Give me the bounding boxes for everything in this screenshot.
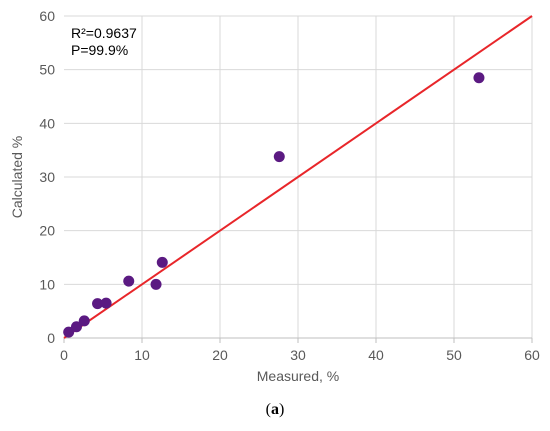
y-tick-label: 60 — [39, 8, 55, 24]
y-tick-label: 20 — [39, 223, 55, 239]
x-tick-label: 0 — [60, 347, 68, 363]
data-point — [123, 275, 135, 287]
x-tick-label: 60 — [524, 347, 540, 363]
data-point — [273, 151, 285, 163]
x-tick-label: 30 — [290, 347, 306, 363]
data-point — [92, 298, 104, 310]
x-tick-label: 10 — [134, 347, 150, 363]
data-points — [63, 72, 485, 338]
y-axis-title: Calculated % — [9, 136, 25, 219]
y-tick-label: 30 — [39, 169, 55, 185]
scatter-chart: 0 10 20 30 40 50 60 0 10 20 30 40 50 60 R²=0.9637 P=… — [9, 8, 540, 384]
data-point — [473, 72, 485, 84]
annotation-r-squared: R²=0.9637 — [71, 25, 137, 41]
data-point — [70, 321, 82, 333]
caption-letter: a — [271, 401, 279, 418]
data-point — [150, 278, 162, 290]
data-point — [100, 297, 112, 309]
x-tick-label: 50 — [446, 347, 462, 363]
y-tick-label: 0 — [47, 330, 55, 346]
x-tick-label: 40 — [368, 347, 384, 363]
data-point — [78, 315, 90, 327]
y-tick-labels: 0 10 20 30 40 50 60 — [39, 8, 55, 346]
y-tick-label: 50 — [39, 62, 55, 78]
x-tick-labels: 0 10 20 30 40 50 60 — [60, 347, 540, 363]
x-tick-label: 20 — [212, 347, 228, 363]
y-tick-label: 40 — [39, 115, 55, 131]
regression-line — [63, 15, 533, 339]
y-tick-label: 10 — [39, 276, 55, 292]
data-point — [156, 256, 168, 268]
data-point — [63, 326, 75, 338]
reference-line — [63, 15, 533, 339]
annotation-p-value: P=99.9% — [71, 42, 128, 58]
axes — [63, 337, 533, 343]
figure-caption: (a) — [265, 401, 285, 418]
x-axis-title: Measured, % — [257, 368, 339, 384]
